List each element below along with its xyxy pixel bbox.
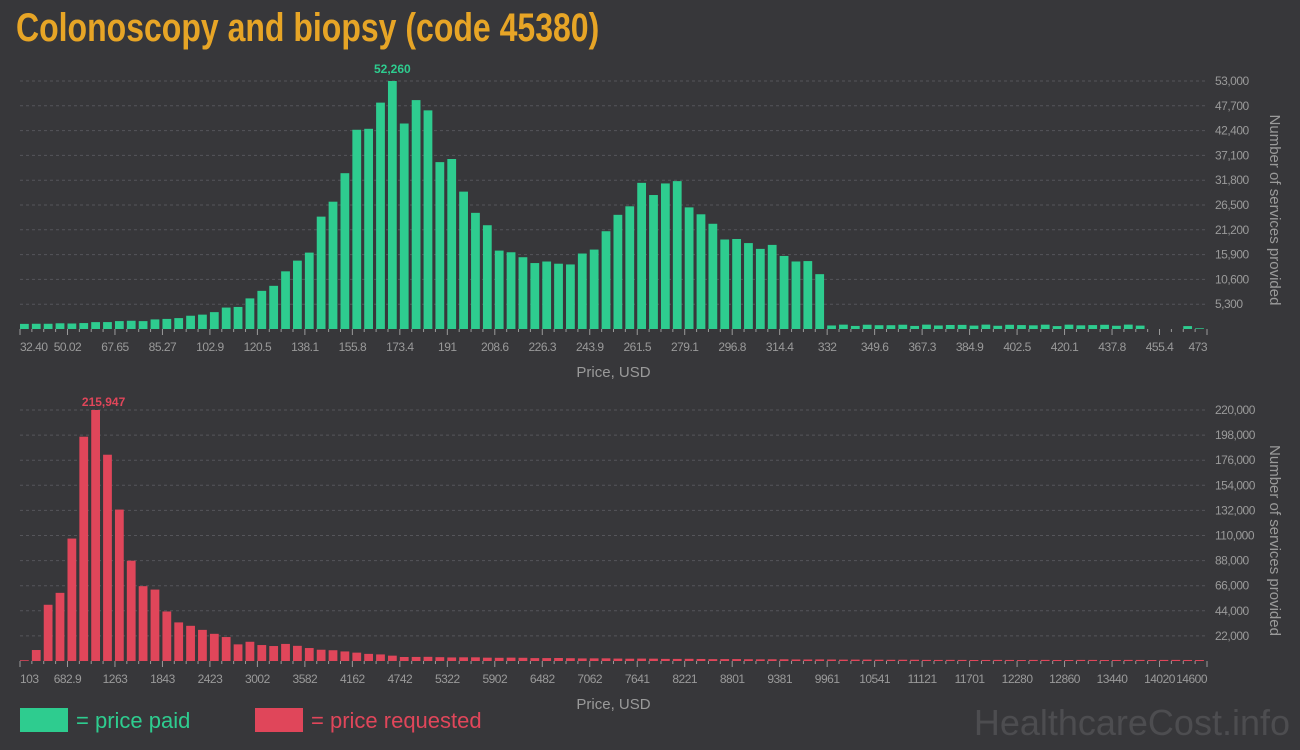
svg-text:31,800: 31,800 — [1215, 173, 1250, 187]
svg-text:Number of services provided: Number of services provided — [1266, 115, 1283, 306]
svg-text:191: 191 — [438, 340, 457, 354]
svg-text:22,000: 22,000 — [1215, 629, 1250, 643]
svg-text:10,600: 10,600 — [1215, 272, 1250, 286]
svg-text:85.27: 85.27 — [149, 340, 177, 354]
svg-text:8801: 8801 — [720, 672, 746, 686]
svg-text:12860: 12860 — [1049, 672, 1081, 686]
svg-text:1263: 1263 — [103, 672, 129, 686]
svg-text:6482: 6482 — [530, 672, 556, 686]
svg-text:10541: 10541 — [859, 672, 891, 686]
svg-text:349.6: 349.6 — [861, 340, 889, 354]
svg-text:226.3: 226.3 — [529, 340, 557, 354]
svg-text:42,400: 42,400 — [1215, 124, 1250, 138]
svg-text:420.1: 420.1 — [1051, 340, 1079, 354]
svg-text:279.1: 279.1 — [671, 340, 699, 354]
svg-text:37,100: 37,100 — [1215, 148, 1250, 162]
svg-text:243.9: 243.9 — [576, 340, 604, 354]
svg-text:14020: 14020 — [1144, 672, 1176, 686]
svg-text:= price paid: = price paid — [76, 708, 190, 733]
svg-text:215,947: 215,947 — [82, 395, 126, 409]
svg-text:155.8: 155.8 — [339, 340, 367, 354]
svg-text:296.8: 296.8 — [718, 340, 746, 354]
svg-text:4162: 4162 — [340, 672, 366, 686]
svg-text:102.9: 102.9 — [196, 340, 224, 354]
svg-text:13440: 13440 — [1097, 672, 1129, 686]
svg-text:Price, USD: Price, USD — [576, 696, 650, 713]
svg-text:Price, USD: Price, USD — [576, 364, 650, 381]
svg-text:455.4: 455.4 — [1146, 340, 1174, 354]
svg-text:11121: 11121 — [908, 672, 938, 686]
svg-text:154,000: 154,000 — [1215, 478, 1256, 492]
svg-text:261.5: 261.5 — [623, 340, 651, 354]
svg-text:208.6: 208.6 — [481, 340, 509, 354]
svg-text:3002: 3002 — [245, 672, 271, 686]
svg-text:3582: 3582 — [293, 672, 319, 686]
svg-text:88,000: 88,000 — [1215, 554, 1250, 568]
svg-text:47,700: 47,700 — [1215, 99, 1250, 113]
svg-text:176,000: 176,000 — [1215, 453, 1256, 467]
svg-text:437.8: 437.8 — [1098, 340, 1126, 354]
svg-text:120.5: 120.5 — [244, 340, 272, 354]
svg-text:173.4: 173.4 — [386, 340, 414, 354]
svg-text:14600: 14600 — [1176, 672, 1208, 686]
svg-text:11701: 11701 — [955, 672, 986, 686]
svg-text:110,000: 110,000 — [1215, 529, 1255, 543]
svg-text:682.9: 682.9 — [54, 672, 82, 686]
svg-text:Number of services provided: Number of services provided — [1266, 445, 1283, 636]
svg-text:32.40: 32.40 — [20, 340, 48, 354]
svg-text:8221: 8221 — [672, 672, 698, 686]
svg-text:21,200: 21,200 — [1215, 223, 1250, 237]
svg-text:2423: 2423 — [198, 672, 224, 686]
svg-text:50.02: 50.02 — [54, 340, 82, 354]
svg-text:132,000: 132,000 — [1215, 503, 1256, 517]
svg-text:384.9: 384.9 — [956, 340, 984, 354]
svg-text:7062: 7062 — [577, 672, 603, 686]
svg-text:1843: 1843 — [150, 672, 176, 686]
svg-text:402.5: 402.5 — [1003, 340, 1031, 354]
svg-text:66,000: 66,000 — [1215, 579, 1250, 593]
svg-text:15,900: 15,900 — [1215, 248, 1250, 262]
svg-text:12280: 12280 — [1002, 672, 1034, 686]
svg-text:53,000: 53,000 — [1215, 74, 1250, 88]
svg-text:198,000: 198,000 — [1215, 428, 1256, 442]
svg-text:5902: 5902 — [482, 672, 508, 686]
svg-text:220,000: 220,000 — [1215, 403, 1256, 417]
svg-text:52,260: 52,260 — [374, 62, 411, 76]
svg-text:367.3: 367.3 — [908, 340, 936, 354]
svg-text:5,300: 5,300 — [1215, 297, 1243, 311]
svg-text:44,000: 44,000 — [1215, 604, 1250, 618]
svg-text:9961: 9961 — [815, 672, 841, 686]
svg-text:5322: 5322 — [435, 672, 461, 686]
svg-text:26,500: 26,500 — [1215, 198, 1250, 212]
svg-text:= price requested: = price requested — [311, 708, 482, 733]
svg-text:103: 103 — [20, 672, 39, 686]
svg-text:4742: 4742 — [387, 672, 413, 686]
svg-text:9381: 9381 — [767, 672, 793, 686]
svg-text:314.4: 314.4 — [766, 340, 794, 354]
svg-text:7641: 7641 — [625, 672, 651, 686]
svg-text:138.1: 138.1 — [291, 340, 319, 354]
svg-text:332: 332 — [818, 340, 837, 354]
svg-text:67.65: 67.65 — [101, 340, 129, 354]
svg-text:473: 473 — [1188, 340, 1207, 354]
